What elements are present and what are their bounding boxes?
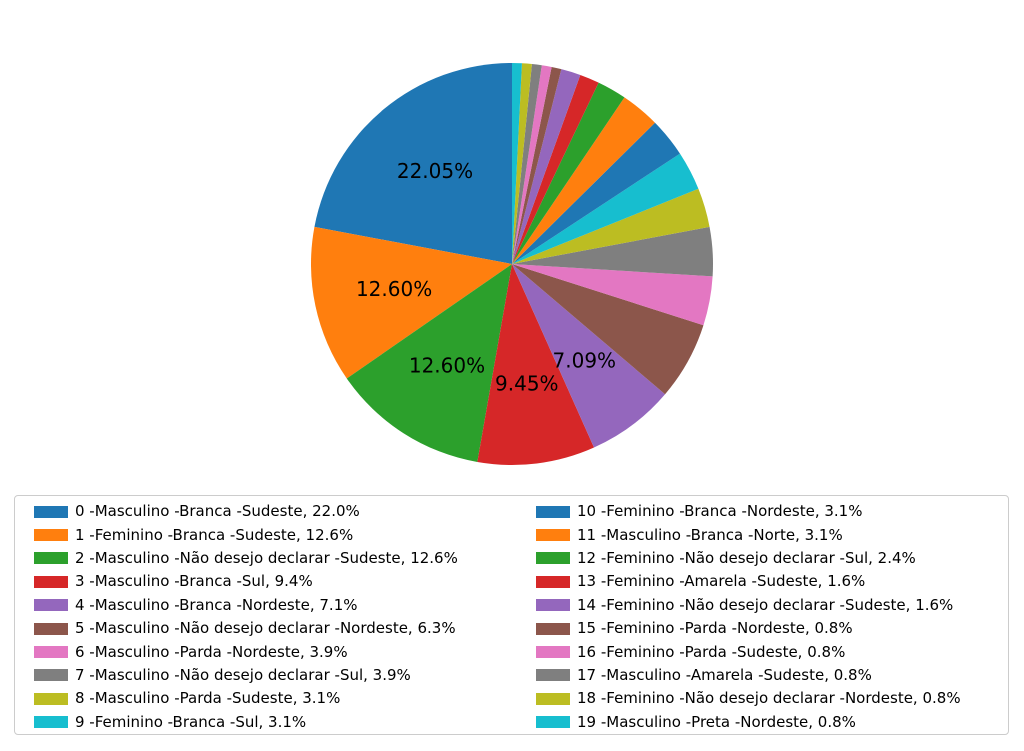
legend-item-label: 13 -Feminino -Amarela -Sudeste, 1.6% (577, 572, 866, 591)
legend-item: 3 -Masculino -Branca -Sul, 9.4% (34, 570, 536, 593)
legend-item-label: 16 -Feminino -Parda -Sudeste, 0.8% (577, 642, 846, 661)
legend-color-swatch (34, 646, 68, 659)
legend-color-swatch (536, 599, 570, 612)
legend-color-swatch (536, 529, 570, 542)
legend-color-swatch (34, 716, 68, 729)
pie-slice (512, 82, 625, 264)
pie-percentage-label: 12.60% (409, 354, 485, 378)
legend-color-swatch (34, 529, 68, 542)
pie-percentage-label: 12.60% (356, 277, 432, 301)
legend-item: 16 -Feminino -Parda -Sudeste, 0.8% (536, 640, 1008, 663)
legend-color-swatch (34, 599, 68, 612)
legend-item: 18 -Feminino -Não desejo declarar -Norde… (536, 687, 1008, 710)
legend-item: 15 -Feminino -Parda -Nordeste, 0.8% (536, 617, 1008, 640)
legend-column-right: 10 -Feminino -Branca -Nordeste, 3.1% 11 -… (536, 500, 1008, 734)
legend-item: 2 -Masculino -Não desejo declarar -Sudes… (34, 547, 536, 570)
legend-column-left: 0 -Masculino -Branca -Sudeste, 22.0% 1 -F… (34, 500, 536, 734)
pie-slice (512, 153, 699, 264)
legend-item-label: 17 -Masculino -Amarela -Sudeste, 0.8% (577, 665, 872, 684)
legend-color-swatch (34, 669, 68, 682)
legend-item: 5 -Masculino -Não desejo declarar -Norde… (34, 617, 536, 640)
pie-slice (512, 264, 704, 395)
legend-color-swatch (536, 646, 570, 659)
pie-slice (512, 63, 522, 264)
pie-slice (512, 264, 713, 326)
legend-color-swatch (536, 692, 570, 705)
legend-item: 14 -Feminino -Não desejo declarar -Sudes… (536, 594, 1008, 617)
legend: 0 -Masculino -Branca -Sudeste, 22.0% 1 -F… (14, 495, 1009, 735)
legend-item-label: 11 -Masculino -Branca -Norte, 3.1% (577, 525, 843, 544)
legend-item-label: 12 -Feminino -Não desejo declarar -Sul, … (577, 548, 916, 567)
pie-slice (346, 264, 512, 462)
legend-item: 7 -Masculino -Não desejo declarar -Sul, … (34, 664, 536, 687)
legend-item: 12 -Feminino -Não desejo declarar -Sul, … (536, 547, 1008, 570)
legend-item: 4 -Masculino -Branca -Nordeste, 7.1% (34, 594, 536, 617)
pie-slice (512, 74, 599, 265)
pie-slice (477, 264, 595, 466)
legend-item: 9 -Feminino -Branca -Sul, 3.1% (34, 711, 536, 734)
legend-item-label: 19 -Masculino -Preta -Nordeste, 0.8% (577, 712, 856, 731)
pie-slice (310, 226, 512, 379)
legend-color-swatch (34, 575, 68, 588)
legend-color-swatch (536, 505, 570, 518)
legend-color-swatch (34, 622, 68, 635)
legend-item-label: 1 -Feminino -Branca -Sudeste, 12.6% (75, 525, 354, 544)
legend-item-label: 10 -Feminino -Branca -Nordeste, 3.1% (577, 502, 863, 521)
legend-item-label: 5 -Masculino -Não desejo declarar -Norde… (75, 619, 456, 638)
pie-percentage-label: 22.05% (397, 159, 473, 183)
legend-color-swatch (34, 552, 68, 565)
legend-item: 6 -Masculino -Parda -Nordeste, 3.9% (34, 640, 536, 663)
pie-slice (512, 97, 655, 264)
pie-slice (512, 63, 532, 264)
legend-item: 19 -Masculino -Preta -Nordeste, 0.8% (536, 711, 1008, 734)
legend-item-label: 18 -Feminino -Não desejo declarar -Norde… (577, 689, 961, 708)
legend-item: 17 -Masculino -Amarela -Sudeste, 0.8% (536, 664, 1008, 687)
pie-percentage-label: 9.45% (495, 372, 559, 396)
legend-color-swatch (34, 692, 68, 705)
pie-slice (512, 63, 542, 264)
legend-item-label: 0 -Masculino -Branca -Sudeste, 22.0% (75, 502, 360, 521)
legend-item-label: 3 -Masculino -Branca -Sul, 9.4% (75, 572, 313, 591)
legend-item-label: 14 -Feminino -Não desejo declarar -Sudes… (577, 595, 954, 614)
legend-item-label: 8 -Masculino -Parda -Sudeste, 3.1% (75, 689, 341, 708)
pie-slice (314, 62, 512, 264)
legend-item-label: 9 -Feminino -Branca -Sul, 3.1% (75, 712, 307, 731)
pie-slice (512, 188, 710, 264)
legend-item: 8 -Masculino -Parda -Sudeste, 3.1% (34, 687, 536, 710)
pie-slice (512, 65, 552, 264)
legend-item-label: 4 -Masculino -Branca -Nordeste, 7.1% (75, 595, 358, 614)
legend-color-swatch (536, 552, 570, 565)
pie-slice (512, 226, 714, 277)
legend-item: 1 -Feminino -Branca -Sudeste, 12.6% (34, 523, 536, 546)
legend-item-label: 15 -Feminino -Parda -Nordeste, 0.8% (577, 619, 853, 638)
legend-item: 0 -Masculino -Branca -Sudeste, 22.0% (34, 500, 536, 523)
legend-item-label: 7 -Masculino -Não desejo declarar -Sul, … (75, 665, 411, 684)
pie-slice (512, 66, 562, 264)
legend-color-swatch (536, 575, 570, 588)
pie-slice (512, 69, 581, 264)
legend-color-swatch (536, 622, 570, 635)
pie-percentage-label: 7.09% (553, 349, 617, 373)
legend-item: 13 -Feminino -Amarela -Sudeste, 1.6% (536, 570, 1008, 593)
legend-item-label: 6 -Masculino -Parda -Nordeste, 3.9% (75, 642, 348, 661)
legend-color-swatch (536, 669, 570, 682)
pie-slice (512, 122, 680, 265)
legend-color-swatch (34, 505, 68, 518)
legend-item: 11 -Masculino -Branca -Norte, 3.1% (536, 523, 1008, 546)
legend-item: 10 -Feminino -Branca -Nordeste, 3.1% (536, 500, 1008, 523)
legend-color-swatch (536, 716, 570, 729)
pie-slice (512, 264, 666, 448)
legend-item-label: 2 -Masculino -Não desejo declarar -Sudes… (75, 548, 458, 567)
